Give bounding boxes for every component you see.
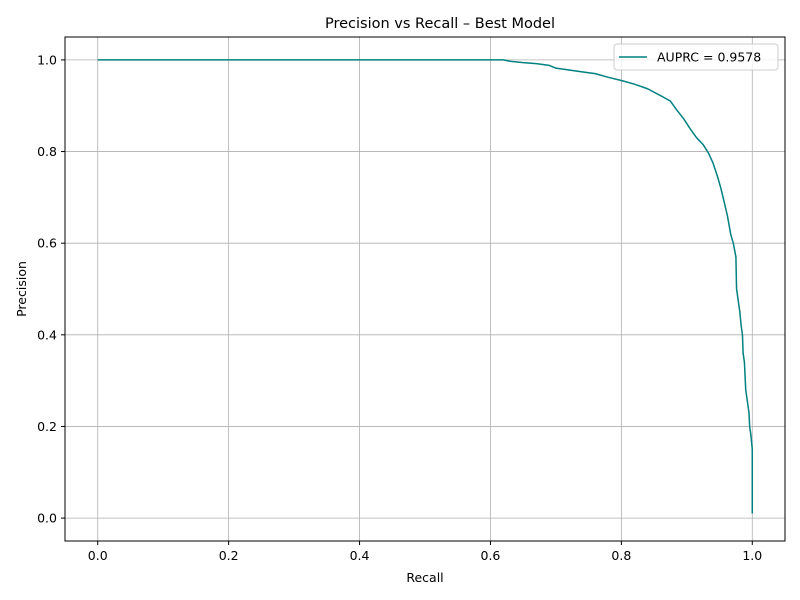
- x-tick-label: 1.0: [742, 548, 762, 563]
- legend-label: AUPRC = 0.9578: [657, 50, 761, 65]
- y-tick-label: 0.4: [37, 327, 57, 342]
- x-axis-label: Recall: [406, 570, 443, 585]
- x-tick-label: 0.6: [481, 548, 501, 563]
- chart-title: Precision vs Recall – Best Model: [325, 16, 555, 32]
- y-tick-label: 0.0: [37, 511, 57, 526]
- y-tick-label: 0.2: [37, 419, 57, 434]
- legend-box: [613, 43, 779, 71]
- y-tick-label: 0.6: [37, 236, 57, 251]
- x-tick-label: 0.4: [350, 548, 370, 563]
- x-tick-label: 0.8: [611, 548, 631, 563]
- x-axis-ticks: 0.0 0.2 0.4 0.6 0.8 1.0: [88, 541, 762, 563]
- pr-curve-line: [97, 59, 754, 514]
- x-tick-label: 0.2: [219, 548, 239, 563]
- y-tick-label: 0.8: [37, 144, 57, 159]
- y-tick-label: 1.0: [37, 52, 57, 67]
- axes-frame: [64, 36, 786, 542]
- legend: AUPRC = 0.9578: [613, 43, 779, 71]
- y-axis-label: Precision: [14, 261, 29, 317]
- y-axis-ticks: 0.0 0.2 0.4 0.6 0.8 1.0: [37, 52, 65, 526]
- x-tick-label: 0.0: [88, 548, 108, 563]
- series-layer: [97, 59, 754, 514]
